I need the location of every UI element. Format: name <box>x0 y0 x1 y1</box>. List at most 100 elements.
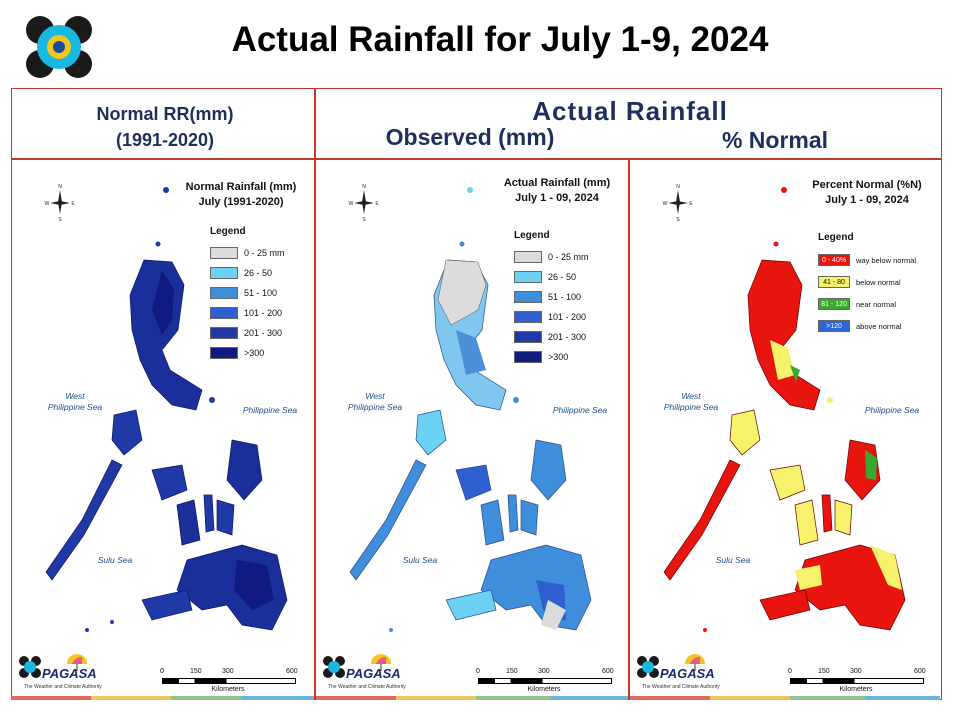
compass-s: S <box>58 217 62 222</box>
legend-swatch <box>210 327 238 339</box>
normal-rainfall-map <box>45 187 288 632</box>
sea-label-sulu: Sulu Sea <box>97 555 133 565</box>
umbrella-icon <box>371 654 391 671</box>
legend-item: 101 - 200 <box>210 303 285 323</box>
legend-label: 51 - 100 <box>244 288 278 298</box>
north-arrow-icon: N S W E <box>663 184 694 222</box>
sea-label-west: West Philippine Sea <box>340 391 410 413</box>
legend-swatch <box>210 247 238 259</box>
scale-tick: 300 <box>538 668 550 675</box>
sea-label-west-1: West <box>65 391 85 401</box>
legend-swatch <box>210 307 238 319</box>
legend-swatch <box>514 331 542 343</box>
footer-bar-yellow <box>710 696 790 700</box>
panel-observed-title-2: July 1 - 09, 2024 <box>515 192 599 204</box>
panel-normal-title-1: Normal Rainfall (mm) <box>185 181 297 193</box>
panel-percent-title-2: July 1 - 09, 2024 <box>825 194 909 206</box>
legend-title: Legend <box>210 226 246 237</box>
panel-observed-title: Actual Rainfall (mm) July 1 - 09, 2024 <box>492 176 622 206</box>
pagasa-wordmark: PAGASA <box>346 666 401 681</box>
legend-label: >300 <box>244 348 265 358</box>
normal-rr-label: Normal RR(mm) <box>96 104 234 124</box>
observed-rainfall-map <box>349 187 592 632</box>
footer-bar-blue <box>865 696 940 700</box>
legend-item: 41 - 80 below normal <box>818 271 916 293</box>
legend-label: 26 - 50 <box>244 268 273 278</box>
legend-swatch <box>210 267 238 279</box>
legend-swatch: 0 - 40% <box>818 254 850 266</box>
sea-label-west-1: West <box>365 391 385 401</box>
footer-bar-red <box>11 696 91 700</box>
sea-label-west-1: West <box>681 391 701 401</box>
sea-label-sulu: Sulu Sea <box>402 555 438 565</box>
compass-s: S <box>362 217 366 222</box>
legend-swatch <box>514 291 542 303</box>
legend-swatch <box>210 287 238 299</box>
percent-normal-map <box>663 187 906 632</box>
sea-label-sulu: Sulu Sea <box>715 555 751 565</box>
pagasa-wordmark: PAGASA <box>42 666 97 681</box>
compass-w: W <box>45 201 50 207</box>
legend-label: 101 - 200 <box>548 312 587 322</box>
sea-label-west-2: Philippine Sea <box>347 402 403 412</box>
legend-swatch <box>210 347 238 359</box>
scale-tick: 0 <box>160 668 164 675</box>
north-arrow-icon: N S W E <box>349 184 380 222</box>
panel-percent-title: Percent Normal (%N) July 1 - 09, 2024 <box>802 178 932 208</box>
umbrella-icon <box>685 654 705 671</box>
legend-item: >300 <box>514 347 589 367</box>
pagasa-logo-icon <box>19 656 41 678</box>
footer-bar-yellow <box>91 696 171 700</box>
legend-title: Legend <box>514 230 550 241</box>
sea-label-east: Philippine Sea <box>552 405 608 415</box>
pagasa-logo-icon <box>637 656 659 678</box>
pagasa-logo-icon <box>323 656 345 678</box>
percent-normal-header: % Normal <box>721 127 829 153</box>
legend-label: above normal <box>856 321 902 331</box>
panel-normal-title: Normal Rainfall (mm) July (1991-2020) <box>176 180 306 210</box>
scale-tick: 0 <box>476 668 480 675</box>
legend-label: way below normal <box>856 255 917 265</box>
legend-swatch <box>514 351 542 363</box>
sea-label-west-2: Philippine Sea <box>47 402 103 412</box>
footer-bar-red <box>316 696 396 700</box>
legend-item: >120 above normal <box>818 315 916 337</box>
pagasa-tagline: The Weather and Climate Authority <box>642 684 720 690</box>
scale-bar: 0 150 300 600 Kilometers <box>788 668 933 693</box>
scale-tick: 150 <box>506 668 518 675</box>
pagasa-tagline: The Weather and Climate Authority <box>328 684 406 690</box>
legend-observed: Legend 0 - 25 mm 26 - 50 51 - 100 101 - … <box>514 230 589 367</box>
scale-tick: 300 <box>222 668 234 675</box>
scale-unit: Kilometers <box>527 686 561 693</box>
legend-swatch: 81 - 120 <box>818 298 850 310</box>
compass-w: W <box>349 201 354 207</box>
legend-label: 201 - 300 <box>244 328 283 338</box>
legend-item: 26 - 50 <box>210 263 285 283</box>
panel-observed-title-1: Actual Rainfall (mm) <box>503 177 611 189</box>
legend-label: 26 - 50 <box>548 272 577 282</box>
footer-bar-green <box>790 696 865 700</box>
pagasa-tagline: The Weather and Climate Authority <box>24 684 102 690</box>
legend-item: 201 - 300 <box>210 323 285 343</box>
scale-unit: Kilometers <box>839 686 873 693</box>
umbrella-icon <box>67 654 87 671</box>
sea-label-east: Philippine Sea <box>864 405 920 415</box>
compass-e: E <box>689 201 693 207</box>
legend-swatch <box>514 251 542 263</box>
compass-s: S <box>676 217 680 222</box>
footer-bar-red <box>630 696 710 700</box>
scale-tick: 0 <box>788 668 792 675</box>
scale-unit: Kilometers <box>211 686 245 693</box>
legend-item: 0 - 40% way below normal <box>818 249 916 271</box>
observed-header: Observed (mm) <box>385 124 555 150</box>
scale-bar: 0 150 300 600 Kilometers <box>476 668 621 693</box>
legend-swatch: 41 - 80 <box>818 276 850 288</box>
legend-label: 0 - 25 mm <box>548 252 589 262</box>
pagasa-seal-logo <box>26 16 92 78</box>
legend-label: 51 - 100 <box>548 292 582 302</box>
scale-tick: 600 <box>286 668 298 675</box>
panel-normal-title-2: July (1991-2020) <box>198 196 284 208</box>
legend-item: >300 <box>210 343 285 363</box>
footer-bar-blue <box>241 696 314 700</box>
scale-bar: 0 150 300 600 Kilometers <box>160 668 305 693</box>
